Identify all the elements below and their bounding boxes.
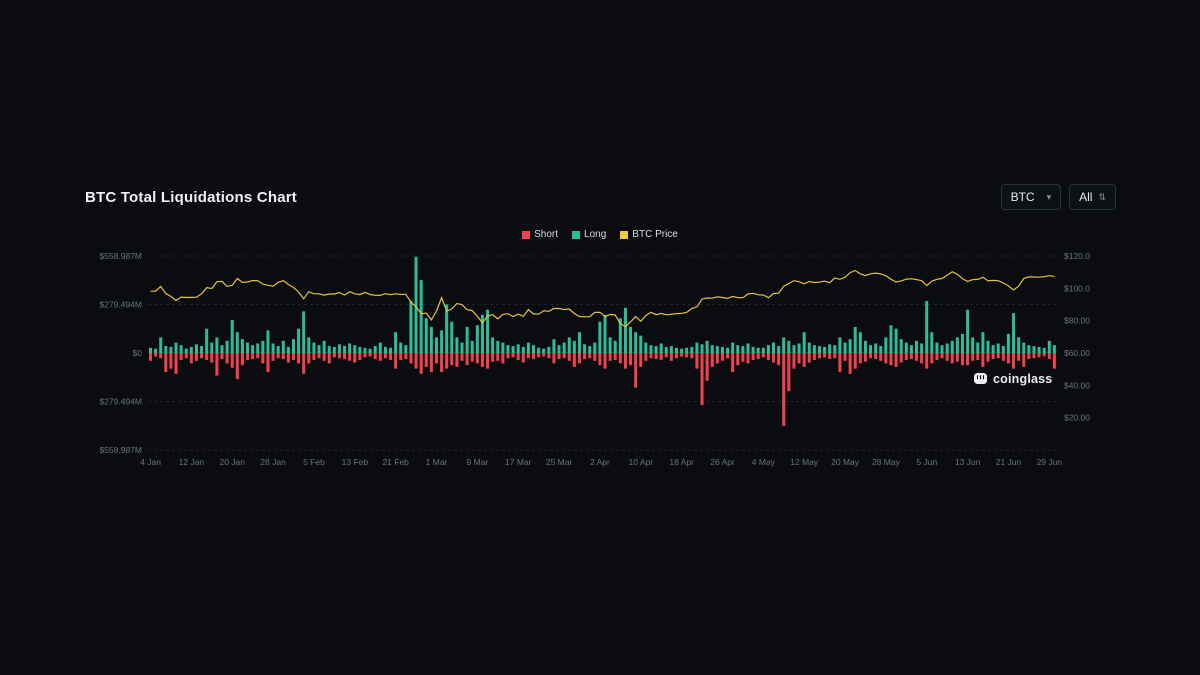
svg-text:21 Jun: 21 Jun: [996, 457, 1022, 467]
legend-item-long[interactable]: Long: [572, 229, 606, 240]
svg-text:5 Feb: 5 Feb: [303, 457, 325, 467]
watermark-text: coinglass: [993, 371, 1053, 386]
legend-label-short: Short: [534, 229, 559, 240]
plot-area: $558.987M $279.494M $0 $279.494M $558.987M $1…: [70, 243, 1100, 478]
svg-text:5 Jun: 5 Jun: [916, 457, 937, 467]
svg-text:20 Jan: 20 Jan: [219, 457, 245, 467]
svg-text:$279.494M: $279.494M: [99, 397, 142, 407]
coinglass-watermark: coinglass: [973, 371, 1052, 386]
svg-text:25 Mar: 25 Mar: [546, 457, 573, 467]
svg-text:$0: $0: [133, 348, 143, 358]
svg-text:2 Apr: 2 Apr: [590, 457, 610, 467]
symbol-select[interactable]: BTC ▾: [1000, 184, 1062, 210]
svg-text:9 Mar: 9 Mar: [467, 457, 489, 467]
svg-text:18 Apr: 18 Apr: [669, 457, 694, 467]
sort-arrows-icon: ⇅: [1098, 191, 1106, 202]
svg-text:$40.00K: $40.00K: [1064, 380, 1090, 390]
svg-text:1 Mar: 1 Mar: [426, 457, 448, 467]
svg-text:26 Apr: 26 Apr: [710, 457, 735, 467]
legend-item-btc-price[interactable]: BTC Price: [620, 229, 678, 240]
svg-text:$20.00K: $20.00K: [1064, 413, 1090, 423]
svg-text:$100.00K: $100.00K: [1064, 283, 1090, 293]
svg-text:29 Jun: 29 Jun: [1037, 457, 1063, 467]
chevron-down-icon: ▾: [1046, 191, 1052, 202]
legend-label-long: Long: [584, 229, 607, 240]
chart-controls: BTC ▾ All ⇅: [1000, 184, 1116, 210]
svg-text:28 May: 28 May: [872, 457, 901, 467]
short-swatch-icon: [522, 230, 531, 239]
long-swatch-icon: [572, 230, 581, 239]
btc-price-swatch-icon: [620, 230, 629, 239]
svg-text:$279.494M: $279.494M: [99, 300, 142, 310]
legend-label-btc-price: BTC Price: [632, 229, 678, 240]
svg-text:12 Jan: 12 Jan: [179, 457, 205, 467]
svg-text:13 Jun: 13 Jun: [955, 457, 981, 467]
svg-text:12 May: 12 May: [790, 457, 819, 467]
liquidations-chart[interactable]: $558.987M $279.494M $0 $279.494M $558.987M $1…: [70, 243, 1100, 478]
range-select[interactable]: All ⇅: [1069, 184, 1116, 210]
svg-text:$80.00K: $80.00K: [1064, 316, 1090, 326]
range-select-value: All: [1079, 190, 1093, 204]
svg-text:20 May: 20 May: [831, 457, 860, 467]
svg-text:4 May: 4 May: [752, 457, 776, 467]
svg-text:13 Feb: 13 Feb: [342, 457, 369, 467]
symbol-select-value: BTC: [1010, 190, 1035, 204]
coinglass-fist-icon: [974, 373, 987, 384]
svg-text:17 Mar: 17 Mar: [505, 457, 532, 467]
svg-text:4 Jan: 4 Jan: [140, 457, 161, 467]
page-title: BTC Total Liquidations Chart: [85, 188, 297, 206]
svg-text:28 Jan: 28 Jan: [260, 457, 286, 467]
legend-item-short[interactable]: Short: [522, 229, 558, 240]
chart-legend: Short Long BTC Price: [0, 229, 1200, 240]
svg-text:$120.00K: $120.00K: [1064, 251, 1090, 261]
svg-text:$558.987M: $558.987M: [99, 445, 142, 455]
chart-header: BTC Total Liquidations Chart BTC ▾ All ⇅: [85, 184, 1116, 210]
svg-text:$558.987M: $558.987M: [99, 251, 142, 261]
svg-text:21 Feb: 21 Feb: [382, 457, 409, 467]
svg-text:10 Apr: 10 Apr: [629, 457, 654, 467]
svg-text:$60.00K: $60.00K: [1064, 348, 1090, 358]
